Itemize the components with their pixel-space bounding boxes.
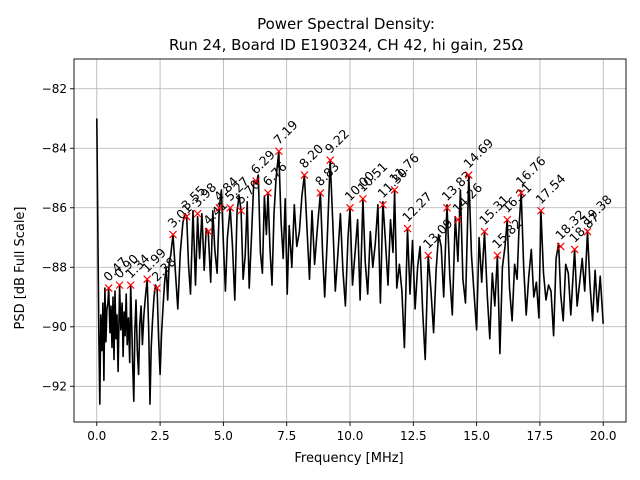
y-tick-label: −92	[42, 379, 67, 393]
peak-marker	[403, 224, 412, 233]
peak-marker	[104, 284, 113, 293]
peak-marker	[237, 206, 246, 215]
x-tick-label: 0.0	[87, 429, 106, 443]
peak-marker	[169, 230, 177, 239]
peak-marker	[378, 200, 387, 209]
peak-marker	[443, 203, 451, 212]
peak-marker	[193, 209, 202, 218]
psd-series-line	[96, 118, 604, 405]
grid-lines	[74, 59, 626, 422]
y-tick-label: −86	[42, 201, 67, 215]
y-axis-label: PSD [dB Full Scale]	[13, 206, 28, 329]
y-tick-label: −90	[42, 320, 67, 334]
x-tick-label: 15.0	[463, 429, 490, 443]
peak-marker	[493, 251, 502, 260]
plot-data: 0.470.901.341.992.383.013.553.984.414.84…	[96, 117, 615, 405]
peak-marker	[153, 284, 161, 293]
x-tick-label: 12.5	[400, 429, 427, 443]
y-tick-label: −84	[42, 141, 67, 155]
peak-marker	[252, 177, 260, 185]
peak-label: 17.54	[532, 171, 568, 207]
axes: 0.0 2.5 5.0 7.5 10.0 12.5 15.0 17.5 20.0 −92 −90 −8…	[42, 82, 617, 443]
peak-marker	[115, 281, 124, 290]
x-tick-label: 17.5	[527, 429, 554, 443]
peak-marker	[143, 275, 152, 284]
chart-subtitle: Run 24, Board ID E190324, CH 42, hi gain…	[169, 36, 523, 54]
peak-marker	[264, 188, 272, 197]
peak-marker	[390, 185, 399, 194]
y-tick-label: −88	[42, 260, 67, 274]
peak-marker	[453, 215, 462, 224]
peak-marker	[326, 156, 335, 165]
x-tick-label: 20.0	[590, 429, 617, 443]
peak-label: 16.76	[513, 153, 549, 189]
chart-title: Power Spectral Density:	[257, 15, 435, 33]
peak-marker	[570, 245, 579, 254]
peak-marker	[215, 203, 224, 212]
x-tick-label: 2.5	[151, 429, 170, 443]
x-axis-label: Frequency [MHz]	[294, 451, 403, 466]
peak-marker	[182, 212, 191, 221]
x-tick-label: 5.0	[214, 429, 233, 443]
peak-marker	[316, 188, 325, 197]
peak-marker	[480, 227, 489, 236]
peak-label: 12.27	[399, 189, 435, 225]
peak-marker	[300, 171, 309, 179]
peak-marker	[464, 171, 473, 179]
peak-marker	[424, 251, 433, 260]
peak-marker	[358, 194, 367, 203]
x-tick-label: 10.0	[337, 429, 364, 443]
peak-label: 7.19	[270, 117, 300, 147]
peak-marker	[126, 281, 135, 290]
peak-marker	[517, 188, 526, 197]
peak-marker	[346, 203, 354, 212]
peak-marker	[503, 215, 512, 224]
peak-marker	[536, 206, 545, 215]
peak-marker	[226, 203, 235, 212]
y-tick-label: −82	[42, 82, 67, 96]
x-tick-label: 7.5	[277, 429, 296, 443]
peak-label: 14.69	[460, 135, 496, 171]
peak-marker	[556, 242, 565, 251]
peak-marker	[583, 227, 592, 236]
peak-label: 9.22	[322, 126, 352, 156]
peak-marker	[204, 227, 213, 236]
peak-marker	[274, 147, 283, 156]
